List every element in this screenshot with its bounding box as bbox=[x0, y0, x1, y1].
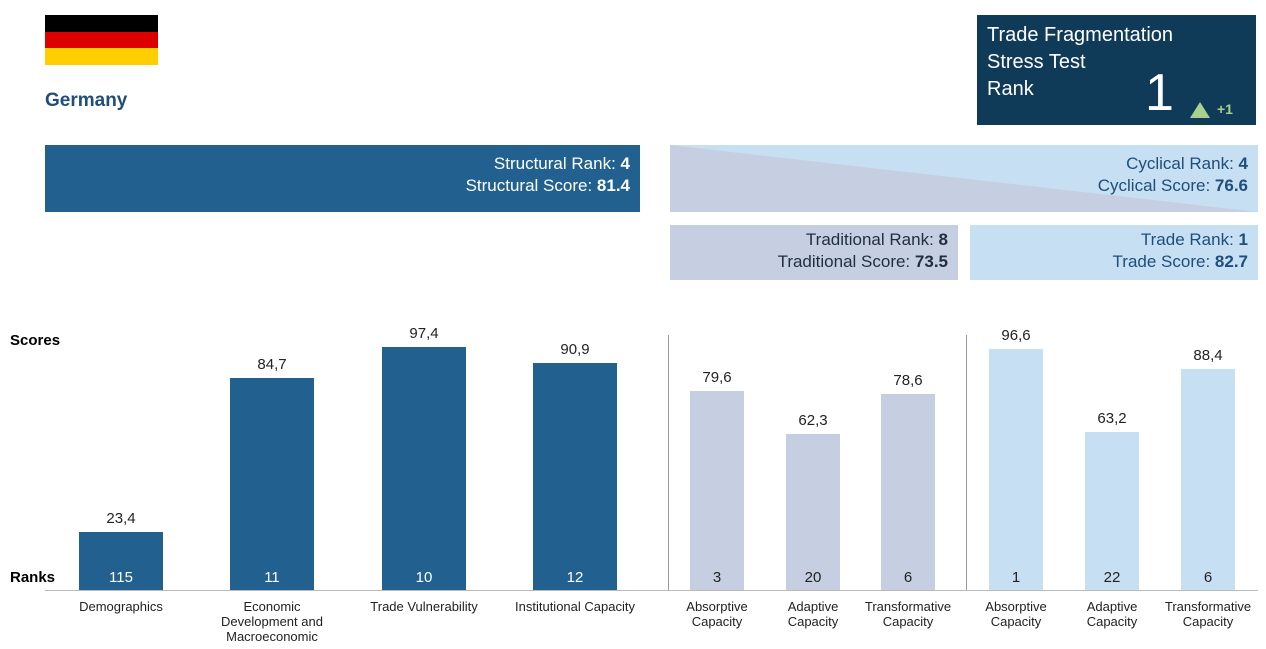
value-label: 63,2 bbox=[1097, 410, 1127, 427]
value-label: 97,4 bbox=[409, 324, 439, 342]
bar bbox=[1181, 369, 1235, 590]
label: Structural Rank: bbox=[493, 154, 616, 173]
value: 8 bbox=[938, 230, 948, 249]
rank-title: Rank bbox=[987, 78, 1034, 100]
bar bbox=[1085, 432, 1139, 590]
value: 81.4 bbox=[596, 176, 630, 195]
flag bbox=[45, 15, 158, 65]
value-label: 78,6 bbox=[893, 371, 923, 389]
rank-label: 1 bbox=[1011, 569, 1021, 586]
bar bbox=[382, 346, 466, 590]
value-label: 84,7 bbox=[257, 356, 287, 374]
value: 4 bbox=[1238, 154, 1248, 173]
category-label: Transformative Capacity bbox=[1164, 599, 1252, 629]
rank-label: 115 bbox=[109, 569, 133, 586]
value: 76.6 bbox=[1214, 176, 1248, 195]
category-label: Absorptive Capacity bbox=[985, 599, 1047, 629]
cyclical-banner: Cyclical Rank: 4 Cyclical Score: 76.6 bbox=[670, 145, 1258, 212]
value-label: 90,9 bbox=[560, 340, 590, 358]
rank-change: +1 bbox=[1217, 101, 1233, 117]
rank-value: 1 bbox=[1145, 64, 1174, 122]
category-label: Economic Development and Macroeconomic bbox=[221, 599, 323, 644]
structural-banner: Structural Rank: 4 Structural Score: 81.… bbox=[45, 145, 640, 212]
traditional-banner: Traditional Rank: 8 Traditional Score: 7… bbox=[670, 225, 958, 280]
bar bbox=[230, 378, 314, 590]
value: 82.7 bbox=[1214, 252, 1248, 271]
trade-banner: Trade Rank: 1 Trade Score: 82.7 bbox=[970, 225, 1258, 280]
category-label: Adaptive Capacity bbox=[1086, 599, 1138, 629]
value: 4 bbox=[620, 154, 630, 173]
country: Germany bbox=[45, 90, 128, 111]
rank-label: 6 bbox=[1203, 569, 1213, 586]
bar bbox=[989, 348, 1043, 590]
bar bbox=[79, 531, 163, 590]
value: 1 bbox=[1238, 230, 1248, 249]
label: Cyclical Score: bbox=[1097, 176, 1211, 195]
rank-label: 11 bbox=[264, 569, 280, 586]
category-label: Transformative Capacity bbox=[864, 599, 952, 629]
value: 73.5 bbox=[914, 252, 948, 271]
label: Trade Rank: bbox=[1140, 230, 1234, 249]
rank-label: 10 bbox=[415, 569, 433, 586]
value-label: 62,3 bbox=[798, 412, 828, 430]
rank-label: 12 bbox=[566, 569, 584, 586]
category-label: Adaptive Capacity bbox=[787, 599, 839, 629]
label: Trade Score: bbox=[1112, 252, 1211, 271]
bar bbox=[881, 393, 935, 590]
category-label: Institutional Capacity bbox=[515, 599, 635, 614]
bar bbox=[533, 362, 617, 590]
ranks-label: Ranks bbox=[10, 569, 56, 586]
rank-label: 22 bbox=[1103, 569, 1121, 586]
label: Structural Score: bbox=[465, 176, 593, 195]
label: Traditional Score: bbox=[777, 252, 911, 271]
rank-label: 6 bbox=[903, 569, 913, 586]
up-arrow bbox=[1190, 102, 1210, 118]
value-label: 88,4 bbox=[1193, 347, 1223, 364]
baseline bbox=[45, 590, 1258, 591]
separator bbox=[966, 335, 967, 590]
bar bbox=[690, 391, 744, 590]
rank-label: 20 bbox=[804, 569, 822, 586]
value-label: 23,4 bbox=[106, 509, 136, 527]
rank-label: 3 bbox=[712, 569, 722, 586]
rank-title: Trade Fragmentation bbox=[987, 24, 1174, 46]
rank-box: Trade Fragmentation Stress Test Rank 1 +… bbox=[977, 15, 1256, 125]
category-label: Demographics bbox=[79, 599, 163, 614]
category-label: Trade Vulnerability bbox=[370, 599, 478, 614]
rank-title: Stress Test bbox=[987, 51, 1086, 73]
label: Traditional Rank: bbox=[805, 230, 934, 249]
category-label: Absorptive Capacity bbox=[686, 599, 748, 629]
separator bbox=[668, 335, 669, 590]
value-label: 79,6 bbox=[702, 369, 732, 386]
value-label: 96,6 bbox=[1001, 326, 1031, 344]
label: Cyclical Rank: bbox=[1126, 154, 1234, 173]
bar bbox=[786, 434, 840, 590]
scores-label: Scores bbox=[10, 332, 61, 349]
